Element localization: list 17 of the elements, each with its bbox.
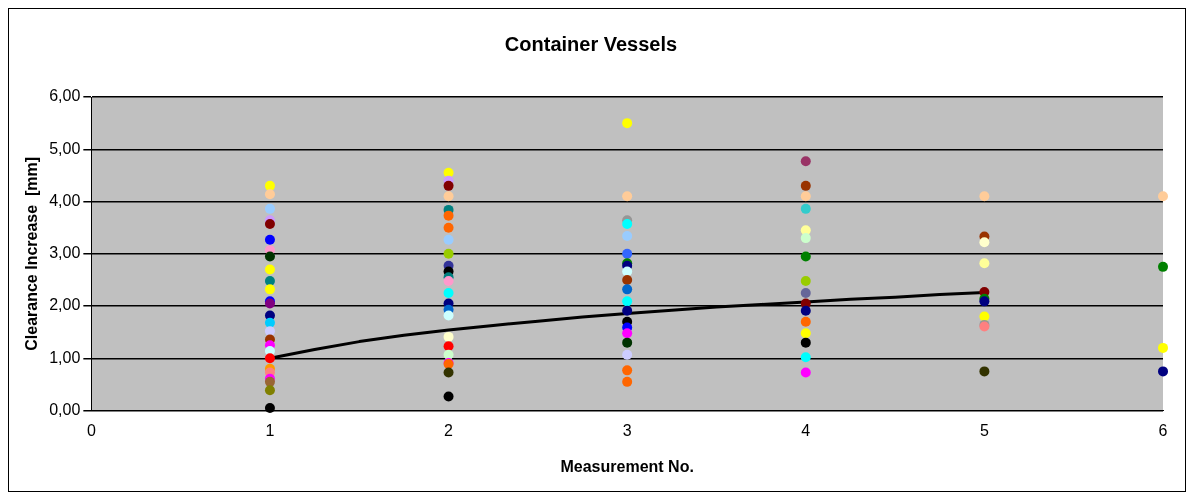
y-tick-label: 2,00 [49,296,81,314]
y-tick-label: 6,00 [49,87,81,105]
y-tick-label: 4,00 [49,191,81,209]
chart-title: Container Vessels [504,32,678,55]
x-tick-label: 2 [444,421,454,439]
y-axis-title: Clearance Increase [mm] [23,156,41,351]
y-tick-label: 5,00 [49,139,81,157]
y-tick-label: 0,00 [49,401,81,419]
x-tick-label: 6 [1158,421,1168,439]
x-tick-label: 5 [979,421,989,439]
x-tick-label: 0 [86,421,96,439]
x-tick-label: 4 [801,421,811,439]
y-tick-label: 3,00 [49,244,81,262]
x-tick-label: 1 [265,421,275,439]
y-tick-label: 1,00 [49,348,81,366]
x-tick-label: 3 [622,421,632,439]
x-axis-title: Measurement No. [560,457,694,475]
